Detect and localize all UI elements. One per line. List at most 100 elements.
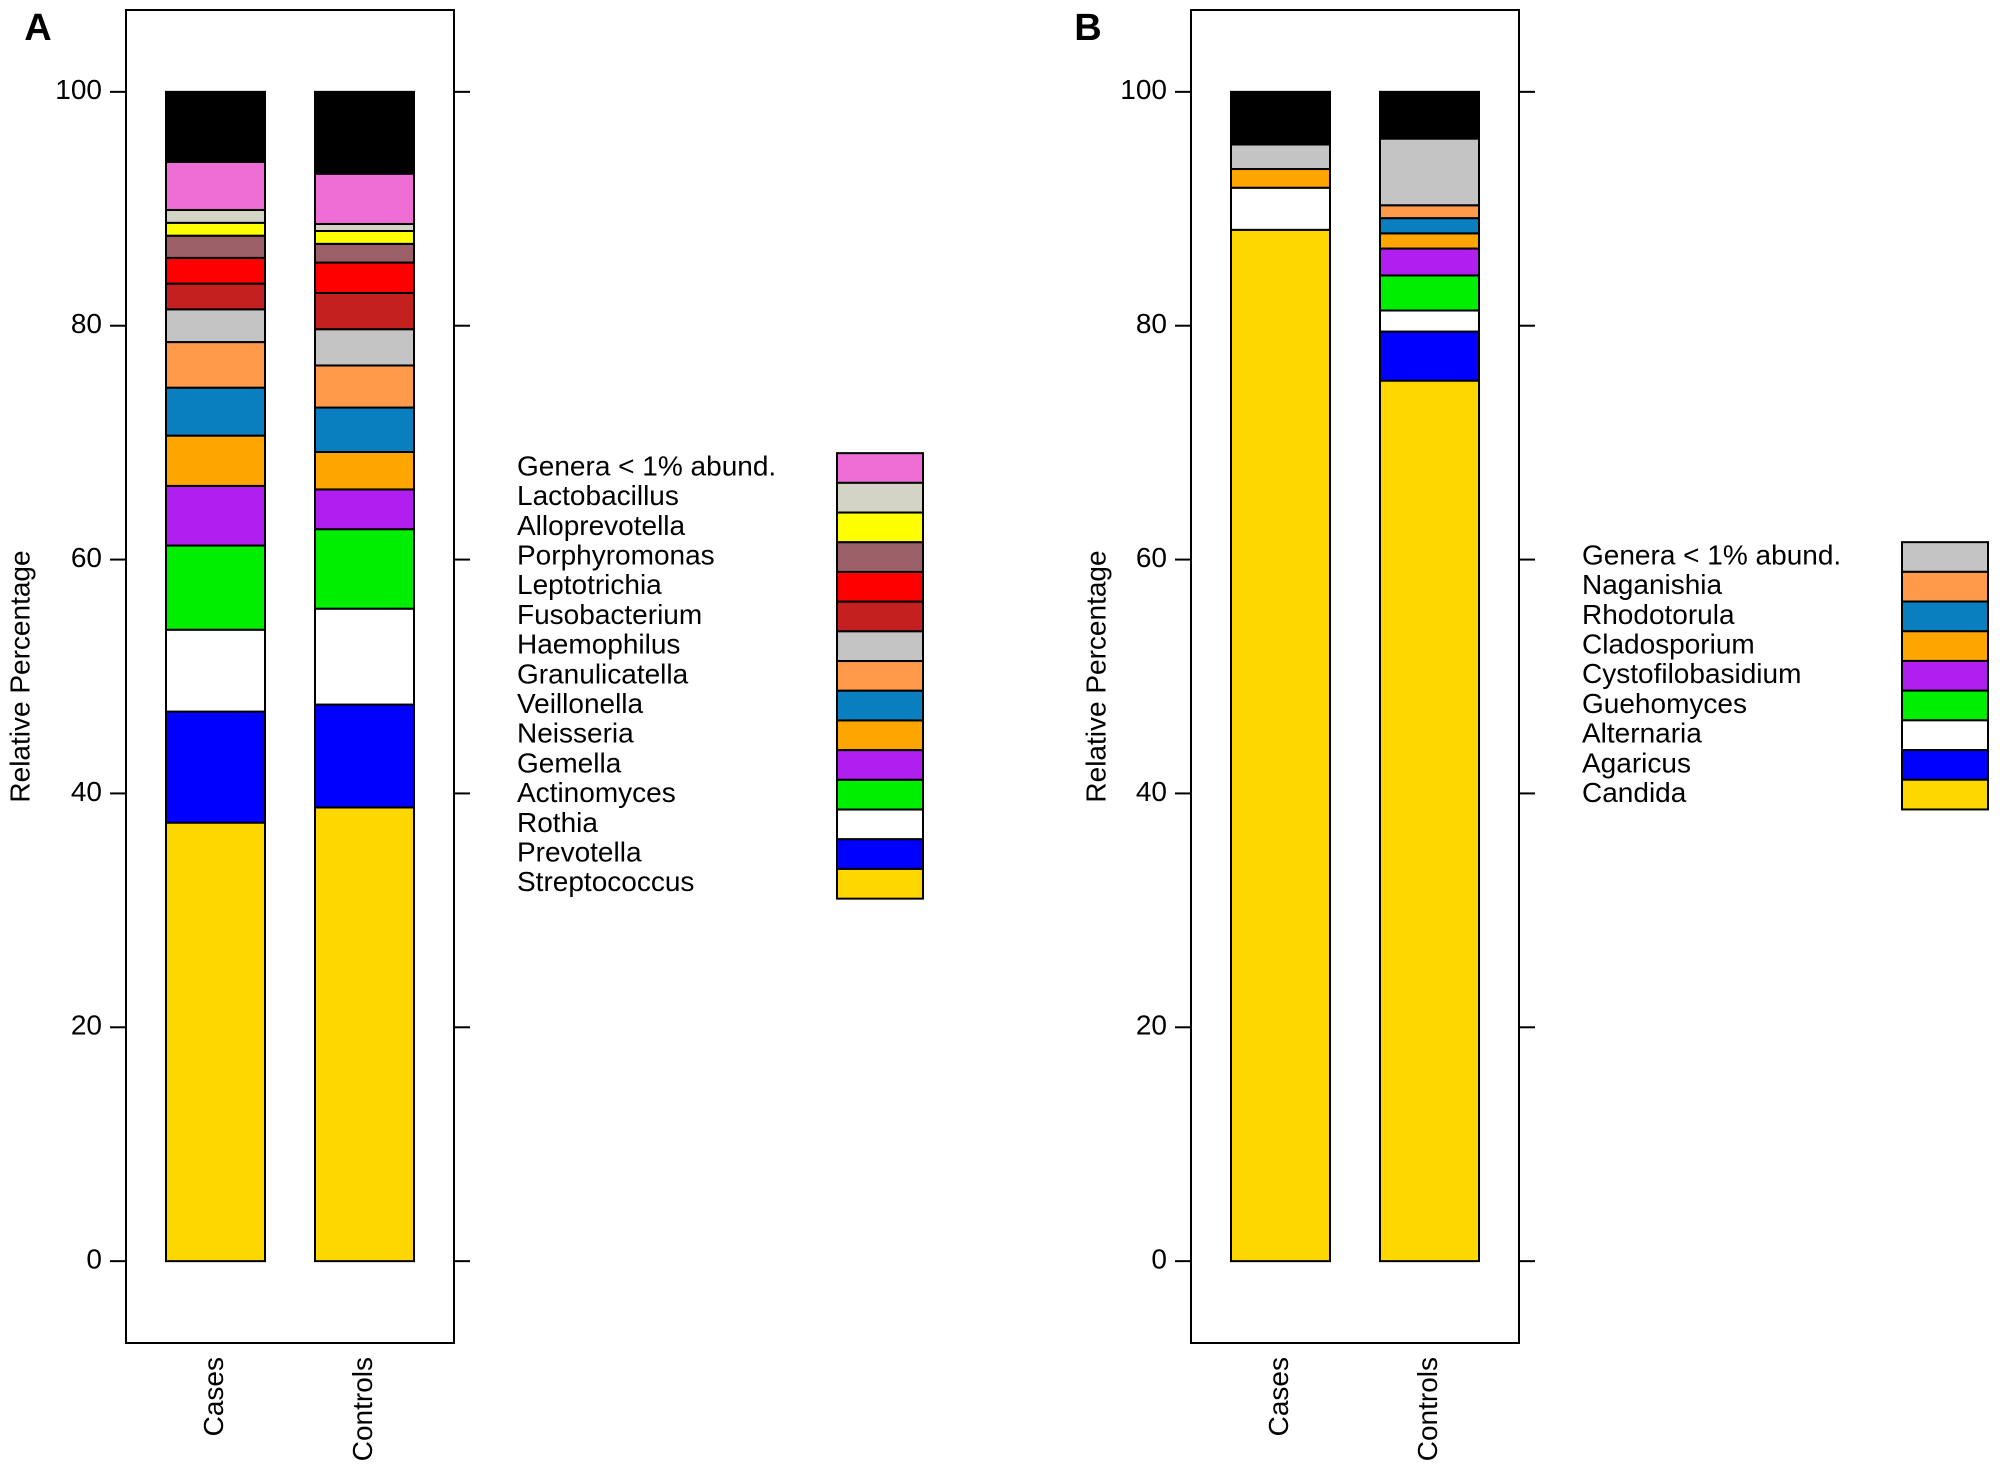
legend-label: Candida <box>1582 777 1687 808</box>
legend-swatch <box>1901 778 1989 811</box>
bar-segment <box>1379 217 1480 235</box>
legend-swatch <box>836 808 924 841</box>
bar-segment <box>165 341 266 389</box>
panel-label: B <box>1074 7 1101 49</box>
legend-swatch <box>836 600 924 633</box>
bar-segment <box>165 710 266 824</box>
legend-swatch <box>836 838 924 870</box>
legend-label: Actinomyces <box>517 777 676 808</box>
y-tick-label: 40 <box>71 776 102 807</box>
bar-segment <box>1379 274 1480 312</box>
bar-segment <box>314 229 415 245</box>
legend-label: Alloprevotella <box>517 510 686 541</box>
legend-label: Fusobacterium <box>517 599 702 630</box>
legend-label: Porphyromonas <box>517 539 715 570</box>
bar-segment <box>314 222 415 232</box>
bar-segment <box>314 450 415 491</box>
bar-segment <box>1230 186 1331 231</box>
y-tick-label: 80 <box>1136 308 1167 339</box>
legend-label: Gemella <box>517 747 622 778</box>
y-tick-label: 60 <box>71 542 102 573</box>
y-tick-label: 20 <box>71 1010 102 1041</box>
bar-segment <box>1379 309 1480 333</box>
bar-segment <box>165 256 266 285</box>
bar-segment <box>165 282 266 311</box>
y-tick-label: 100 <box>1120 74 1167 105</box>
bar-segment <box>314 172 415 225</box>
bar-segment <box>1379 90 1480 140</box>
legend-label: Streptococcus <box>517 866 694 897</box>
plot-frame <box>1190 9 1520 1344</box>
bar-segment <box>165 386 266 437</box>
legend-swatch <box>1901 659 1989 692</box>
legend-label: Granulicatella <box>517 658 689 689</box>
y-tick-label: 40 <box>1136 776 1167 807</box>
x-tick-label: Controls <box>1412 1357 1443 1461</box>
legend-label: Veillonella <box>517 688 644 719</box>
legend-label: Lactobacillus <box>517 480 679 511</box>
bar-segment <box>165 821 266 1263</box>
legend-swatch <box>836 778 924 811</box>
legend-swatch <box>836 867 924 900</box>
x-tick-label: Cases <box>1263 1357 1294 1436</box>
bar-segment <box>314 806 415 1263</box>
bar-segment <box>165 544 266 631</box>
bar-segment <box>314 607 415 706</box>
legend-swatch <box>836 511 924 544</box>
bar-segment <box>165 434 266 487</box>
legend-swatch <box>1901 600 1989 633</box>
y-tick-label: 0 <box>1151 1244 1167 1275</box>
bar-segment <box>1230 143 1331 171</box>
legend-label: Haemophilus <box>517 629 680 660</box>
bar-segment <box>314 488 415 531</box>
bar-segment <box>314 406 415 453</box>
legend-label: Genera < 1% abund. <box>517 450 776 481</box>
y-axis-label: Relative Percentage <box>4 550 35 802</box>
bar-segment <box>1379 137 1480 207</box>
legend-label: Rhodotorula <box>1582 599 1735 630</box>
plot-frame <box>125 9 455 1344</box>
bar-segment <box>1379 247 1480 277</box>
bar-segment <box>1230 90 1331 146</box>
legend-label: Naganishia <box>1582 569 1723 600</box>
bar-segment <box>1379 379 1480 1263</box>
bar-segment <box>1230 168 1331 189</box>
bar-segment <box>314 261 415 294</box>
bar-segment <box>1379 232 1480 250</box>
legend-swatch <box>1901 541 1989 573</box>
bar-segment <box>165 208 266 224</box>
legend-label: Agaricus <box>1582 747 1691 778</box>
legend-label: Alternaria <box>1582 718 1702 749</box>
bar-segment <box>165 484 266 547</box>
bar-segment <box>165 161 266 211</box>
bar-segment <box>314 328 415 367</box>
bar-segment <box>314 364 415 409</box>
bar-segment <box>1230 228 1331 1263</box>
legend-label: Leptotrichia <box>517 569 662 600</box>
bar-segment <box>314 703 415 809</box>
legend-swatch <box>1901 689 1989 722</box>
bar-segment <box>314 90 415 175</box>
legend-swatch <box>1901 630 1989 662</box>
bar-segment <box>1379 204 1480 220</box>
legend-swatch <box>836 689 924 722</box>
legend-swatch <box>1901 719 1989 752</box>
y-tick-label: 0 <box>86 1244 102 1275</box>
bar-segment <box>165 234 266 259</box>
legend-label: Genera < 1% abund. <box>1582 539 1841 570</box>
legend-swatch <box>836 452 924 484</box>
y-tick-label: 20 <box>1136 1010 1167 1041</box>
x-tick-label: Controls <box>347 1357 378 1461</box>
legend-label: Guehomyces <box>1582 688 1747 719</box>
y-axis-label: Relative Percentage <box>1080 550 1111 802</box>
legend-label: Neisseria <box>517 718 634 749</box>
legend-label: Cystofilobasidium <box>1582 658 1801 689</box>
legend-swatch <box>836 481 924 514</box>
legend-swatch <box>836 719 924 752</box>
x-tick-label: Cases <box>198 1357 229 1436</box>
legend-label: Prevotella <box>517 836 642 867</box>
legend-label: Rothia <box>517 807 598 838</box>
y-tick-label: 100 <box>55 74 102 105</box>
